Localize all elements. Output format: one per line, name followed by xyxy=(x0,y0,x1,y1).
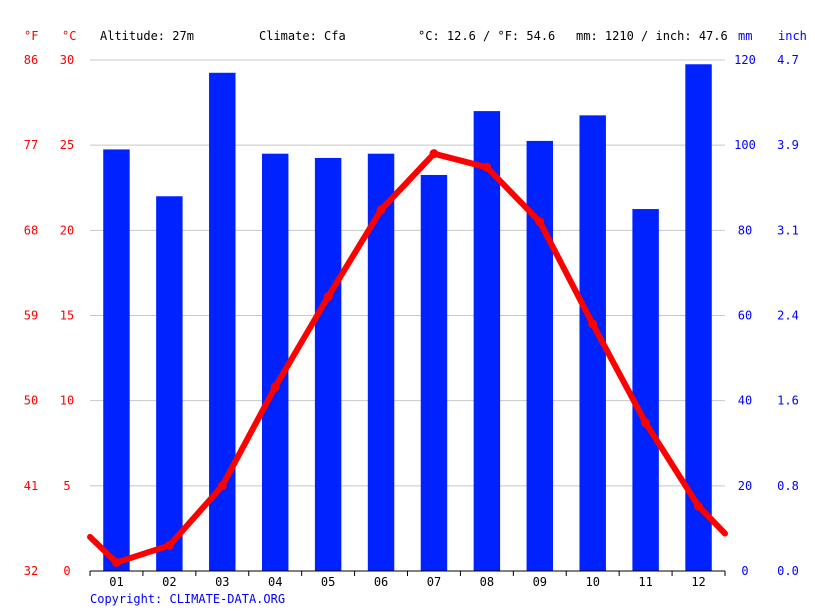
y-tick-label-fahrenheit: 59 xyxy=(24,309,38,323)
precipitation-bar-07 xyxy=(420,174,448,571)
y-tick-label-inch: 1.6 xyxy=(777,394,799,408)
x-tick-label-month: 11 xyxy=(638,575,652,589)
precipitation-bar-09 xyxy=(526,140,554,572)
y-tick-label-fahrenheit: 77 xyxy=(24,138,38,152)
precipitation-bar-01 xyxy=(103,149,130,572)
precipitation-bar-12 xyxy=(685,64,712,571)
climate-label: Climate: Cfa xyxy=(259,29,346,43)
temperature-point-04 xyxy=(270,382,280,392)
axes xyxy=(89,570,726,576)
temperature-point-10 xyxy=(588,319,598,329)
y-tick-label-fahrenheit: 41 xyxy=(24,479,38,493)
precipitation-bar-06 xyxy=(367,153,395,571)
altitude-label: Altitude: 27m xyxy=(100,29,194,43)
temperature-point-08 xyxy=(482,162,492,172)
x-tick-label-month: 01 xyxy=(109,575,123,589)
y-tick-label-mm: 0 xyxy=(741,564,748,578)
x-tick-label-month: 05 xyxy=(321,575,335,589)
y-tick-label-inch: 0.8 xyxy=(777,479,799,493)
x-tick-label-month: 08 xyxy=(480,575,494,589)
y-tick-label-mm: 120 xyxy=(734,53,756,67)
y-tick-label-fahrenheit: 32 xyxy=(24,564,38,578)
temperature-point-12 xyxy=(694,501,704,511)
tick-labels: 32 0 0 0.0 41 5 20 0.8 50 10 40 1.6 59 15 60 2.4 68 20 80 3… xyxy=(24,53,799,589)
x-tick-label-month: 09 xyxy=(533,575,547,589)
y-tick-label-inch: 4.7 xyxy=(777,53,799,67)
y-tick-label-celsius: 30 xyxy=(60,53,74,67)
total-precipitation-label: mm: 1210 / inch: 47.6 xyxy=(576,29,728,43)
y-tick-label-celsius: 20 xyxy=(60,223,74,237)
y-tick-label-fahrenheit: 68 xyxy=(24,223,38,237)
temperature-point-05 xyxy=(323,292,333,302)
temperature-line xyxy=(87,149,728,567)
y-tick-label-celsius: 0 xyxy=(63,564,70,578)
x-tick-label-month: 03 xyxy=(215,575,229,589)
x-tick-label-month: 10 xyxy=(585,575,599,589)
x-tick-label-month: 02 xyxy=(162,575,176,589)
y-tick-label-inch: 3.1 xyxy=(777,223,799,237)
y-tick-label-fahrenheit: 50 xyxy=(24,394,38,408)
temperature-point-03 xyxy=(217,481,227,491)
y-tick-label-mm: 80 xyxy=(738,223,752,237)
y-tick-label-inch: 0.0 xyxy=(777,564,799,578)
celsius-unit-label: °C xyxy=(62,29,76,43)
temperature-point-06 xyxy=(376,205,386,215)
temperature-line-path xyxy=(87,150,728,566)
precipitation-bar-05 xyxy=(314,157,342,572)
precipitation-bar-08 xyxy=(473,111,501,571)
gridlines xyxy=(90,59,725,572)
average-temperature-label: °C: 12.6 / °F: 54.6 xyxy=(418,29,555,43)
precipitation-bar-04 xyxy=(261,153,289,571)
inch-unit-label: inch xyxy=(778,29,807,43)
y-tick-label-fahrenheit: 86 xyxy=(24,53,38,67)
precipitation-bars xyxy=(103,64,712,572)
y-tick-label-inch: 3.9 xyxy=(777,138,799,152)
temperature-point-02 xyxy=(164,540,174,550)
x-tick-label-month: 07 xyxy=(427,575,441,589)
y-tick-label-mm: 20 xyxy=(738,479,752,493)
mm-unit-label: mm xyxy=(738,29,752,43)
x-tick-label-month: 06 xyxy=(374,575,388,589)
x-tick-label-month: 12 xyxy=(691,575,705,589)
temperature-point-01 xyxy=(111,557,121,567)
copyright-text: Copyright: CLIMATE-DATA.ORG xyxy=(90,592,286,606)
y-tick-label-mm: 60 xyxy=(738,309,752,323)
fahrenheit-unit-label: °F xyxy=(24,29,38,43)
temperature-point-07 xyxy=(429,149,439,159)
y-tick-label-celsius: 25 xyxy=(60,138,74,152)
temperature-point-09 xyxy=(535,217,545,227)
y-tick-label-inch: 2.4 xyxy=(777,309,799,323)
y-tick-label-celsius: 10 xyxy=(60,394,74,408)
y-tick-label-celsius: 15 xyxy=(60,309,74,323)
x-tick-label-month: 04 xyxy=(268,575,282,589)
y-tick-label-mm: 40 xyxy=(738,394,752,408)
precipitation-bar-11 xyxy=(632,209,659,571)
y-tick-label-mm: 100 xyxy=(734,138,756,152)
precipitation-bar-02 xyxy=(156,196,183,571)
temperature-point-11 xyxy=(641,418,651,428)
y-tick-label-celsius: 5 xyxy=(63,479,70,493)
